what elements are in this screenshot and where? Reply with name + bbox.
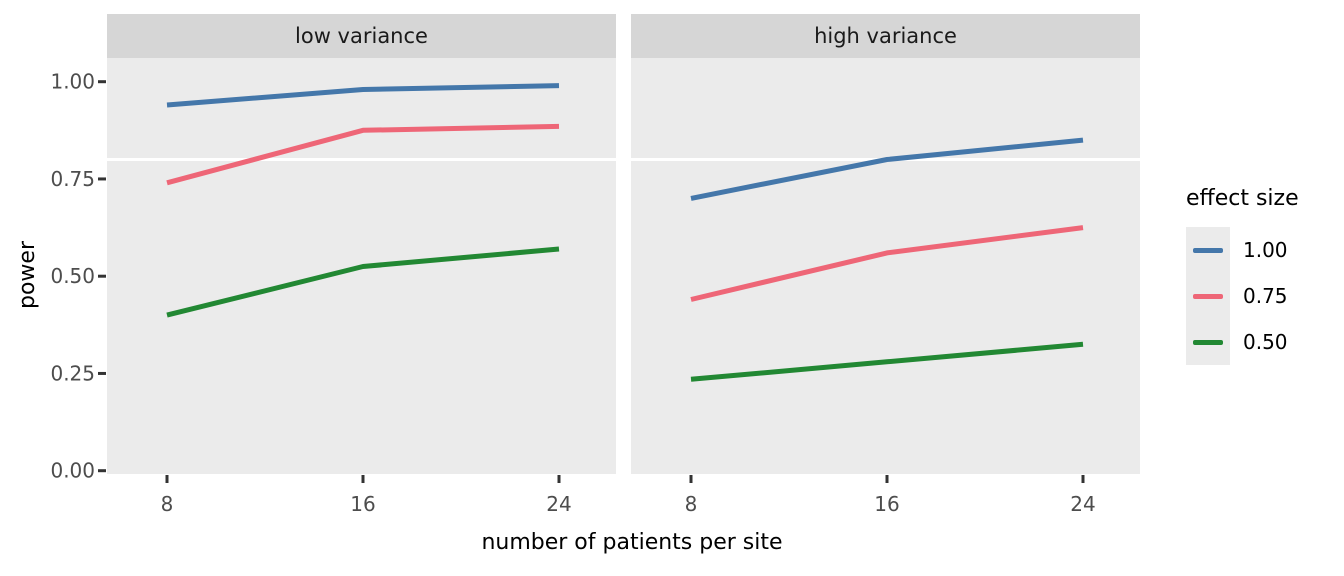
y-axis-title: power xyxy=(15,241,40,309)
series-line-effect-0.75 xyxy=(166,123,560,186)
series-line-effect-1.00 xyxy=(166,83,560,108)
legend-entry: 1.00 xyxy=(1186,227,1299,273)
x-tick-label: 24 xyxy=(546,492,571,516)
x-tick-label: 24 xyxy=(1070,492,1095,516)
facet-strip-label: low variance xyxy=(295,24,428,48)
legend: effect size 1.00 0.75 0.50 xyxy=(1186,186,1299,365)
facet-strip-label: high variance xyxy=(814,24,957,48)
series-line-effect-1.00 xyxy=(690,137,1084,201)
y-tick-label: 0.75 xyxy=(50,167,95,191)
legend-key xyxy=(1186,319,1230,365)
series-line-effect-0.50 xyxy=(166,246,560,318)
y-tick-label: 0.00 xyxy=(50,459,95,483)
y-tick-label: 0.25 xyxy=(50,361,95,385)
x-tick-label: 16 xyxy=(350,492,375,516)
facet-panel xyxy=(631,58,1140,474)
facet-strip xyxy=(631,14,1140,58)
legend-key-line xyxy=(1193,247,1223,253)
legend-key xyxy=(1186,273,1230,319)
y-tick-label: 0.50 xyxy=(50,264,95,288)
x-axis-title: number of patients per site xyxy=(481,530,783,555)
facet-strip xyxy=(107,14,616,58)
x-tick-label: 8 xyxy=(161,492,174,516)
legend-title: effect size xyxy=(1186,186,1299,211)
legend-key-line xyxy=(1193,293,1223,299)
y-tick-label: 1.00 xyxy=(50,70,95,94)
series-line-effect-0.50 xyxy=(690,341,1084,382)
legend-entry-label: 0.50 xyxy=(1243,330,1288,354)
legend-entry-label: 1.00 xyxy=(1243,238,1288,262)
series-line-effect-0.75 xyxy=(690,225,1084,302)
legend-entries: 1.00 0.75 0.50 xyxy=(1186,227,1299,365)
x-tick-label: 16 xyxy=(874,492,899,516)
x-tick-label: 8 xyxy=(685,492,698,516)
legend-entry: 0.75 xyxy=(1186,273,1299,319)
legend-key-line xyxy=(1193,339,1223,345)
legend-entry: 0.50 xyxy=(1186,319,1299,365)
legend-key xyxy=(1186,227,1230,273)
legend-entry-label: 0.75 xyxy=(1243,284,1288,308)
